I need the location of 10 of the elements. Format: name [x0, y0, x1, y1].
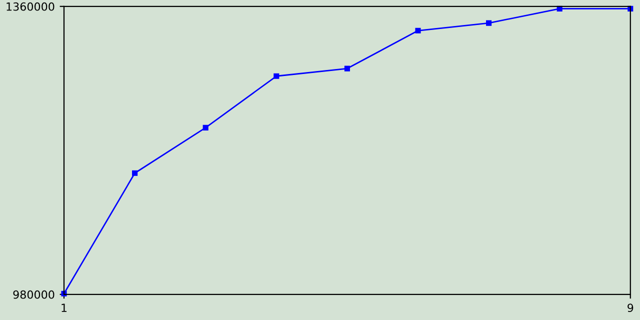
point [415, 28, 421, 34]
point [202, 124, 208, 130]
point [132, 170, 138, 176]
y-tick-label: 980000 [13, 290, 54, 299]
point [486, 20, 492, 26]
point [344, 66, 350, 72]
x-tick-label: 1 [62, 304, 67, 312]
point [274, 73, 280, 79]
y-tick-label: 1360000 [6, 2, 54, 11]
x-tick-label: 9 [628, 304, 634, 312]
